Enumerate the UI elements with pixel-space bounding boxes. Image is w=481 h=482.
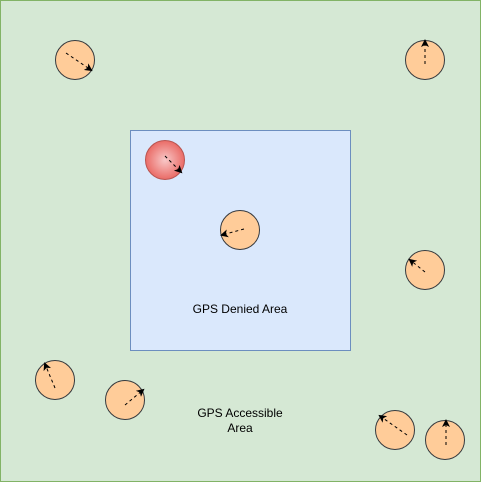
- agent-7: [105, 380, 145, 420]
- agent-3-highlighted: [145, 140, 185, 180]
- agent-2: [405, 39, 445, 80]
- agent-8: [375, 410, 415, 450]
- agent-4: [220, 210, 260, 250]
- agent-9: [425, 419, 465, 460]
- agent-1: [55, 40, 95, 80]
- agent-6: [35, 360, 75, 400]
- gps-accessible-area-label: GPS Accessible Area: [197, 406, 283, 435]
- gps-denied-area-label: GPS Denied Area: [192, 302, 288, 316]
- agent-5: [405, 250, 445, 290]
